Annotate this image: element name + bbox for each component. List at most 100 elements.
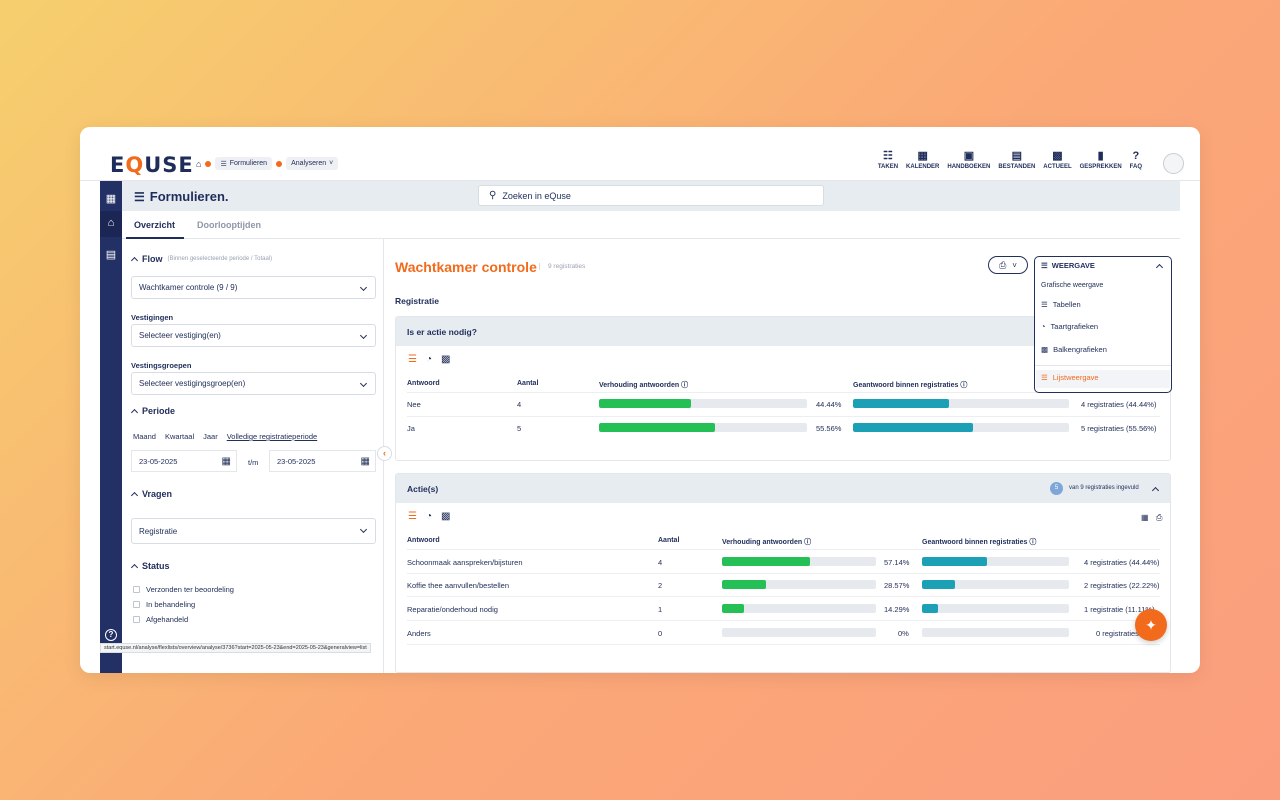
dropdown-heading: Grafische weergave — [1041, 282, 1104, 289]
calendar-icon: ▦ — [917, 150, 928, 162]
pie-chart-icon[interactable]: ◔ — [425, 511, 433, 522]
date-from-input[interactable]: 23-05-2025 ▦ — [131, 450, 237, 472]
status-section-header[interactable]: Status — [130, 561, 170, 571]
registration-bar-fill — [853, 423, 973, 432]
info-icon[interactable]: ⓘ — [681, 382, 689, 389]
dropdown-item-taartgrafieken[interactable]: ◔ Taartgrafieken — [1041, 322, 1099, 331]
registration-text: 4 registraties (44.44%) — [1081, 400, 1157, 409]
apps-grid-icon[interactable]: ▦ — [105, 193, 117, 205]
checkbox[interactable] — [133, 601, 140, 608]
book-icon: ▣ — [963, 150, 975, 162]
clipboard-icon: ☷ — [882, 150, 893, 162]
pie-chart-icon[interactable]: ◔ — [425, 354, 433, 365]
dropdown-item-lijstweergave[interactable]: ☰ Lijstweergave — [1041, 373, 1099, 382]
info-icon[interactable]: ⓘ — [804, 539, 812, 546]
column-header-geantwoord: Geantwoord binnen registraties ⓘ — [853, 382, 968, 389]
breadcrumb: ⌂ ☰ Formulieren Analyseren ˅ — [196, 157, 339, 170]
status-option[interactable]: Verzonden ter beoordeling — [133, 585, 234, 594]
periode-maand[interactable]: Maand — [133, 432, 156, 441]
search-input[interactable]: ⚲ Zoeken in eQuse — [478, 185, 824, 206]
dropdown-item-balkengrafieken[interactable]: ▩ Balkengrafieken — [1041, 345, 1107, 354]
ratio-percent: 55.56% — [816, 424, 842, 433]
ratio-bar — [722, 557, 876, 566]
nav-gesprekken[interactable]: ▮ GESPREKKEN — [1079, 150, 1122, 171]
ratio-percent: 44.44% — [816, 400, 842, 409]
vestigingsgroepen-select[interactable]: Selecteer vestigingsgroep(en) — [131, 372, 376, 395]
ratio-bar — [599, 399, 807, 408]
column-header-antwoord: Antwoord — [407, 537, 440, 544]
periode-jaar[interactable]: Jaar — [203, 432, 218, 441]
user-avatar[interactable] — [1163, 153, 1184, 174]
bar-chart-icon[interactable]: ▩ — [441, 354, 451, 365]
registration-text: 2 registraties (22.22%) — [1084, 581, 1160, 590]
registration-bar — [853, 423, 1069, 432]
nav-kalender[interactable]: ▦ KALENDER — [906, 150, 940, 171]
date-to-input[interactable]: 23-05-2025 ▦ — [269, 450, 376, 472]
breadcrumb-formulieren[interactable]: ☰ Formulieren — [215, 157, 273, 170]
form-title: Wachtkamer controle — [395, 259, 537, 275]
registration-count: 9 registraties — [539, 263, 585, 270]
ai-assistant-button[interactable]: ✦ — [1135, 609, 1167, 641]
vestigingen-select[interactable]: Selecteer vestiging(en) — [131, 324, 376, 347]
periode-kwartaal[interactable]: Kwartaal — [164, 432, 195, 441]
collapse-panel-button[interactable]: ‹ — [377, 446, 392, 461]
equse-logo[interactable]: EQUSE — [110, 153, 194, 177]
flow-section-header[interactable]: Flow (Binnen geselecteerde periode / Tot… — [130, 254, 272, 264]
archive-icon: ▤ — [1011, 150, 1023, 162]
chevron-up-icon[interactable] — [1151, 486, 1160, 495]
view-toggle-icons: ☰ ◔ ▩ — [408, 511, 450, 522]
export-button[interactable]: ⎙ ˅ — [988, 256, 1028, 274]
status-option[interactable]: In behandeling — [133, 600, 195, 609]
question-icon: ? — [1132, 150, 1140, 162]
home-icon[interactable]: ⌂ — [107, 217, 115, 229]
periode-volledig[interactable]: Volledige registratieperiode — [226, 432, 318, 441]
table-icon[interactable]: ▤ — [105, 249, 117, 261]
nav-faq[interactable]: ? FAQ — [1129, 150, 1142, 171]
tab-doorlooptijden[interactable]: Doorlooptijden — [197, 220, 261, 230]
nav-bestanden[interactable]: ▤ BESTANDEN — [998, 150, 1036, 171]
nav-handboeken[interactable]: ▣ HANDBOEKEN — [947, 150, 991, 171]
chevron-down-icon — [359, 525, 368, 534]
calendar-icon[interactable]: ▦ — [360, 456, 370, 467]
calendar-icon[interactable]: ▦ — [221, 456, 231, 467]
answer-count: 4 — [517, 400, 522, 409]
chat-icon: ▮ — [1097, 150, 1104, 162]
list-view-icon[interactable]: ☰ — [408, 354, 417, 365]
tab-overzicht[interactable]: Overzicht — [134, 220, 176, 230]
excel-icon[interactable]: ▦ — [1141, 513, 1149, 522]
list-view-icon[interactable]: ☰ — [408, 511, 417, 522]
nav-taken[interactable]: ☷ TAKEN — [877, 150, 899, 171]
chevron-up-icon — [1155, 263, 1164, 272]
answer-label: Ja — [407, 424, 415, 433]
date-range-separator: t/m — [248, 458, 259, 467]
tab-active-indicator — [126, 237, 184, 239]
answer-count: 0 — [658, 629, 663, 638]
weergave-button[interactable]: ☰ WEERGAVE — [1034, 256, 1172, 274]
dropdown-item-tabellen[interactable]: ☰ Tabellen — [1041, 300, 1081, 309]
tab-bar: Overzicht Doorlooptijden — [122, 211, 1180, 239]
row-divider — [407, 644, 1160, 645]
home-icon[interactable]: ⌂ — [196, 158, 202, 169]
info-icon[interactable]: ⓘ — [960, 382, 968, 389]
checkbox[interactable] — [133, 586, 140, 593]
registration-bar — [853, 399, 1069, 408]
page-header: ☰ Formulieren. ⚲ Zoeken in eQuse — [122, 181, 1180, 211]
vragen-section-header[interactable]: Vragen — [130, 489, 172, 499]
status-option[interactable]: Afgehandeld — [133, 615, 188, 624]
nav-actueel[interactable]: ▩ ACTUEEL — [1043, 150, 1072, 171]
question-header[interactable]: Actie(s) 5 van 9 registraties ingevuld — [396, 474, 1170, 503]
checkbox[interactable] — [133, 616, 140, 623]
vestigingsgroepen-label: Vestingsgroepen — [131, 361, 192, 370]
info-icon[interactable]: ⓘ — [1029, 539, 1037, 546]
bar-chart-icon[interactable]: ▩ — [441, 511, 451, 522]
vragen-select[interactable]: Registratie — [131, 518, 376, 544]
pdf-icon[interactable]: ⎙ — [1156, 513, 1163, 522]
app-window: EQUSE ⌂ ☰ Formulieren Analyseren ˅ ☷ TAKEN … — [80, 127, 1200, 673]
answer-label: Nee — [407, 400, 421, 409]
chevron-up-icon — [130, 408, 139, 416]
breadcrumb-analyseren[interactable]: Analyseren ˅ — [286, 157, 339, 170]
flow-select[interactable]: Wachtkamer controle (9 / 9) — [131, 276, 376, 299]
help-icon[interactable]: ? — [105, 629, 117, 641]
periode-section-header[interactable]: Periode — [130, 406, 175, 416]
question-title: Is er actie nodig? — [407, 327, 477, 337]
